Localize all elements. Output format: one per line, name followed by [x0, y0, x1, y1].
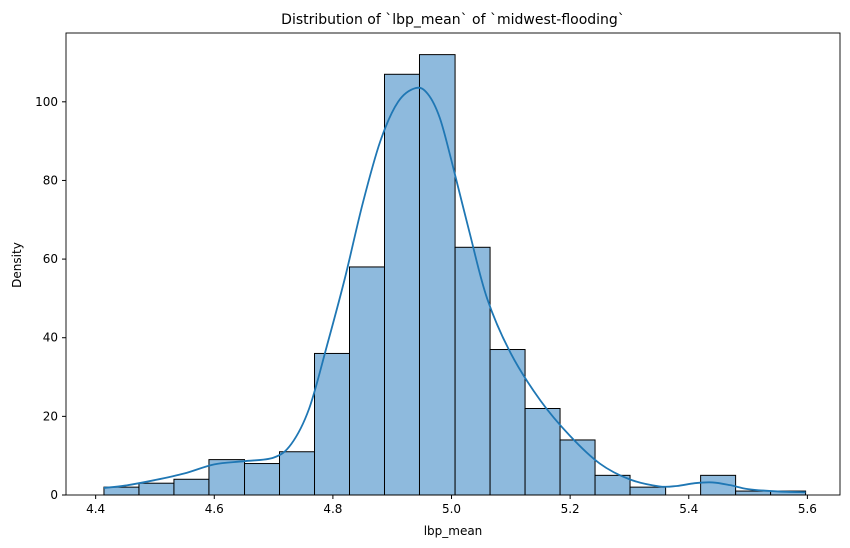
histogram-bar-13 [559, 439, 596, 496]
x-tick-label: 4.6 [205, 502, 224, 516]
histogram-bar-11 [489, 349, 526, 496]
y-axis-ticks: 0 20 40 60 80 100 [35, 95, 66, 502]
chart-title: Distribution of `lbp_mean` of `midwest-f… [281, 12, 625, 28]
histogram-bar-1 [138, 482, 175, 496]
histogram-bar-15 [629, 486, 667, 496]
y-tick-label: 100 [35, 95, 58, 109]
histogram-bar-5 [279, 451, 316, 496]
y-tick-label: 20 [43, 409, 58, 423]
histogram-bars [103, 54, 807, 496]
y-tick-label: 0 [50, 488, 58, 502]
histogram-bar-9 [418, 54, 456, 496]
histogram-bar-18 [735, 490, 772, 496]
x-tick-label: 4.8 [323, 502, 342, 516]
kde-curve [103, 86, 806, 494]
y-tick-label: 40 [43, 331, 58, 345]
y-axis-label: Density [10, 242, 24, 288]
plot-frame [65, 32, 841, 496]
x-tick-label: 5.6 [798, 502, 817, 516]
x-axis-ticks: 4.4 4.6 4.8 5.0 5.2 5.4 5.6 [86, 495, 817, 516]
histogram-bar-10 [454, 246, 491, 496]
y-tick-label: 80 [43, 173, 58, 187]
histogram-bar-2 [173, 478, 210, 496]
x-tick-label: 4.4 [86, 502, 105, 516]
y-tick-label: 60 [43, 252, 58, 266]
histogram-bar-8 [383, 73, 420, 496]
histogram-bar-7 [349, 266, 385, 496]
histogram-bar-4 [244, 463, 281, 496]
histogram-bar-12 [524, 407, 561, 496]
x-axis-label: lbp_mean [424, 524, 483, 538]
x-tick-label: 5.4 [679, 502, 698, 516]
x-tick-label: 5.0 [442, 502, 461, 516]
x-tick-label: 5.2 [561, 502, 580, 516]
